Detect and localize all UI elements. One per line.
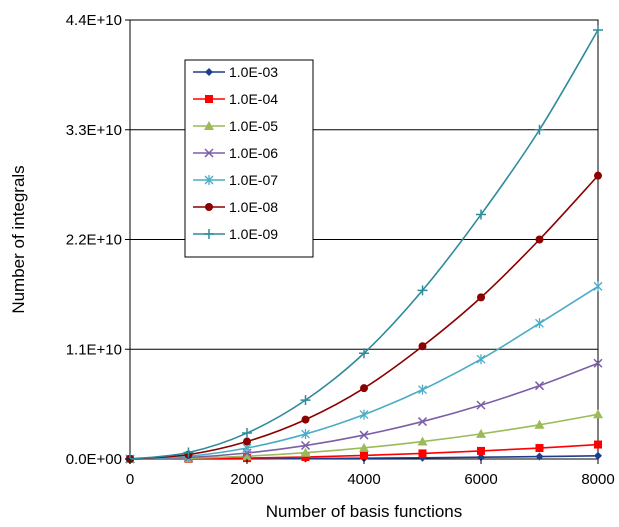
data-point xyxy=(535,444,544,453)
data-point xyxy=(477,293,485,302)
y-tick-label: 1.1E+10 xyxy=(66,341,122,358)
y-axis-ticks: 0.0E+00 1.1E+10 2.2E+10 3.3E+10 4.4E+10 xyxy=(66,12,130,468)
data-point xyxy=(300,395,311,406)
data-point xyxy=(594,171,602,180)
legend-marker xyxy=(204,148,214,158)
data-point xyxy=(300,441,311,451)
data-point xyxy=(593,24,603,35)
series-1.0E-07 xyxy=(125,281,603,464)
legend-label: 1.0E-07 xyxy=(229,172,278,188)
data-point xyxy=(476,428,486,438)
legend-item: 1.0E-05 xyxy=(193,118,278,134)
legend-item: 1.0E-08 xyxy=(193,199,278,215)
data-point xyxy=(477,453,485,462)
data-point xyxy=(242,428,252,439)
legend-label: 1.0E-03 xyxy=(229,64,278,80)
data-point xyxy=(183,447,194,458)
data-point xyxy=(243,437,251,446)
series-layer xyxy=(125,24,603,464)
series-line xyxy=(129,285,599,460)
data-point xyxy=(418,342,427,351)
data-point xyxy=(360,384,368,393)
data-point xyxy=(535,452,544,461)
x-axis-ticks: 0 2000 4000 6000 8000 xyxy=(126,459,615,488)
y-tick-label: 2.2E+10 xyxy=(66,232,122,249)
series-line xyxy=(129,29,599,460)
data-point xyxy=(301,415,310,424)
data-point xyxy=(242,451,252,461)
data-point xyxy=(535,318,544,329)
x-tick-label: 6000 xyxy=(464,471,497,488)
y-tick-label: 4.4E+10 xyxy=(66,12,122,29)
data-point xyxy=(476,209,486,220)
data-point xyxy=(417,285,428,296)
data-point xyxy=(594,440,602,449)
legend-marker xyxy=(204,121,214,130)
data-point xyxy=(301,429,310,440)
y-tick-label: 0.0E+00 xyxy=(66,451,122,468)
data-point xyxy=(418,384,427,395)
data-point xyxy=(535,235,544,244)
legend-item: 1.0E-06 xyxy=(193,145,278,161)
legend-item: 1.0E-03 xyxy=(193,64,278,80)
legend-marker xyxy=(205,68,213,76)
data-point xyxy=(593,358,603,368)
data-point xyxy=(476,400,486,410)
data-point xyxy=(418,449,427,458)
legend: 1.0E-03 1.0E-04 1.0E-05 1.0E-06 1.0E-07 1.0E-… xyxy=(184,59,314,258)
legend-marker xyxy=(205,95,213,103)
legend-label: 1.0E-04 xyxy=(229,91,278,107)
series-line xyxy=(129,175,599,460)
x-tick-label: 0 xyxy=(126,471,134,488)
data-point xyxy=(534,381,545,391)
data-point xyxy=(417,417,428,427)
legend-marker xyxy=(205,203,213,211)
data-point xyxy=(594,451,602,460)
x-tick-label: 4000 xyxy=(347,471,380,488)
data-point xyxy=(593,281,603,292)
data-point xyxy=(360,451,368,460)
legend-item: 1.0E-07 xyxy=(193,172,278,188)
data-point xyxy=(359,409,369,420)
data-point xyxy=(593,409,603,419)
legend-item: 1.0E-04 xyxy=(193,91,278,107)
data-point xyxy=(477,446,485,455)
series-1.0E-09 xyxy=(125,24,603,464)
legend-item: 1.0E-09 xyxy=(193,226,278,242)
legend-label: 1.0E-05 xyxy=(229,118,278,134)
x-tick-label: 8000 xyxy=(581,471,614,488)
data-point xyxy=(301,453,310,462)
y-axis-title: Number of integrals xyxy=(9,165,28,313)
data-point xyxy=(359,430,369,440)
data-point xyxy=(300,447,311,457)
data-point xyxy=(359,442,369,452)
data-point xyxy=(534,419,545,429)
data-point xyxy=(417,436,428,446)
x-axis-title: Number of basis functions xyxy=(266,502,463,521)
legend-box xyxy=(184,59,314,258)
legend-marker xyxy=(204,175,214,185)
y-tick-label: 3.3E+10 xyxy=(66,122,122,139)
legend-marker xyxy=(204,229,214,239)
legend-label: 1.0E-08 xyxy=(229,199,278,215)
legend-label: 1.0E-09 xyxy=(229,226,278,242)
data-point xyxy=(476,354,486,365)
legend-label: 1.0E-06 xyxy=(229,145,278,161)
data-point xyxy=(534,124,545,135)
x-tick-label: 2000 xyxy=(230,471,263,488)
data-point xyxy=(359,348,369,359)
